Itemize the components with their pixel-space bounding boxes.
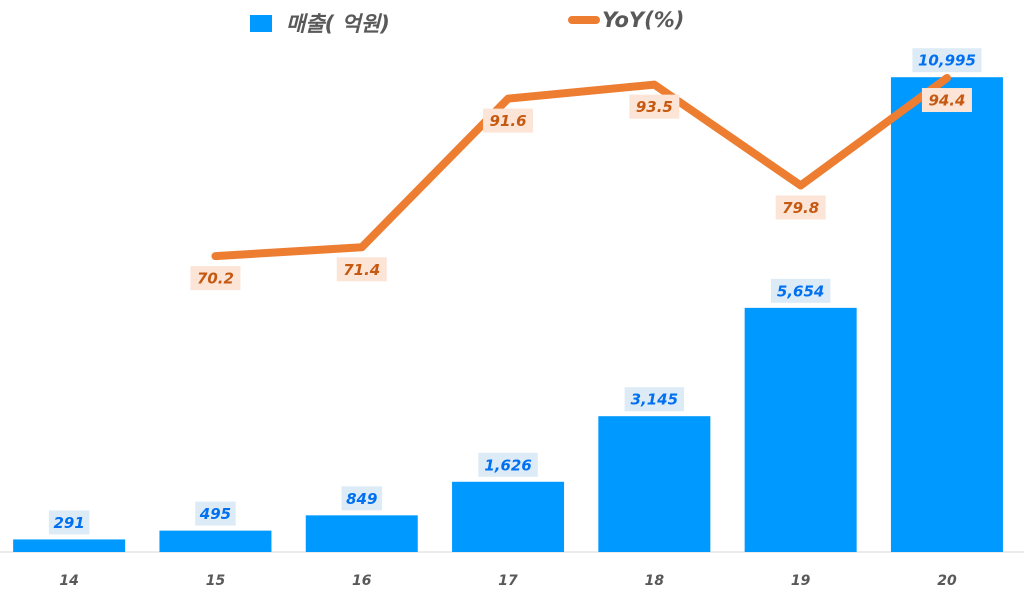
- x-tick-label: 16: [352, 573, 372, 589]
- yoy-data-label: 91.6: [490, 112, 527, 130]
- bar-data-label-box: [48, 510, 90, 535]
- legend-swatch-line: [568, 16, 600, 24]
- bar-20: [890, 77, 1003, 552]
- bar-data-label: 10,995: [918, 52, 976, 70]
- yoy-data-label-box: [629, 94, 680, 119]
- bar-data-label-box: [770, 278, 831, 303]
- bar-16: [305, 515, 418, 552]
- bar-data-label: 495: [199, 505, 231, 523]
- yoy-line: [211, 74, 951, 261]
- yoy-data-label: 71.4: [343, 261, 380, 279]
- bar-data-label-box: [195, 501, 236, 526]
- x-tick-label: 18: [645, 573, 665, 589]
- yoy-data-label-box: [336, 257, 387, 282]
- bar-19: [744, 307, 857, 552]
- bar-data-label-box: [624, 387, 685, 412]
- x-tick-label: 19: [791, 573, 811, 589]
- bar-data-label: 1,626: [484, 456, 531, 474]
- x-tick-label: 15: [206, 573, 226, 589]
- legend-label-yoy: YoY(%): [602, 8, 685, 32]
- yoy-data-label: 79.8: [782, 199, 819, 217]
- yoy-data-label: 94.4: [928, 92, 965, 110]
- bar-data-label-box: [478, 452, 538, 477]
- legend-swatch-bar: [250, 14, 272, 32]
- bar-data-label: 291: [53, 514, 84, 532]
- yoy-data-label: 70.2: [197, 270, 234, 288]
- bar-data-label-box: [912, 48, 982, 73]
- bar-17: [452, 481, 565, 552]
- bar-data-label-box: [341, 486, 382, 511]
- yoy-data-label-box: [190, 266, 241, 291]
- legend-item-yoy: YoY(%): [568, 8, 684, 32]
- yoy-data-label-box: [775, 195, 826, 220]
- x-tick-label: 17: [498, 573, 518, 589]
- legend: 매출( 억원) YoY(%): [0, 8, 1024, 38]
- bar-data-label: 5,654: [777, 282, 824, 300]
- bar-14: [13, 539, 126, 552]
- legend-label-revenue: 매출( 억원): [286, 12, 390, 36]
- bar-15: [159, 530, 272, 552]
- x-tick-label: 14: [59, 573, 78, 589]
- legend-item-revenue: 매출( 억원): [250, 8, 390, 38]
- bar-data-label: 849: [346, 490, 377, 508]
- yoy-data-label-box: [483, 108, 534, 133]
- yoy-data-label: 93.5: [636, 98, 673, 116]
- x-tick-label: 20: [937, 573, 957, 589]
- yoy-data-label-box: [921, 88, 972, 113]
- bar-data-label: 3,145: [631, 391, 678, 409]
- bar-18: [598, 416, 711, 552]
